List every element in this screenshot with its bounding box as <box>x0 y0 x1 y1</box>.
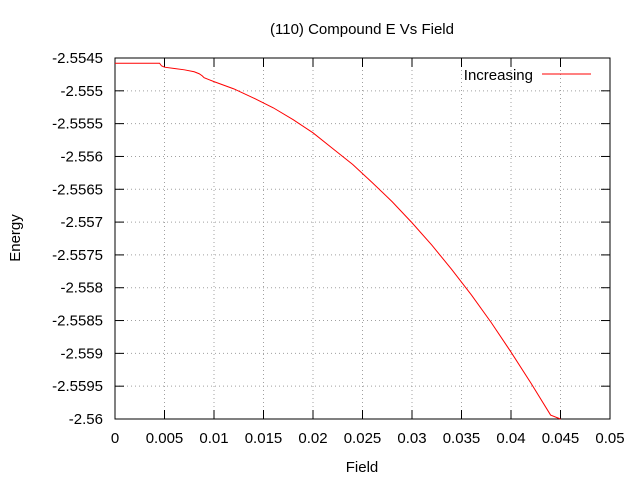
y-tick-label: -2.5585 <box>52 313 103 330</box>
y-axis-title: Energy <box>7 214 24 262</box>
y-axis-ticks: -2.5545 -2.555 -2.5555 -2.556 -2.5565 -2.557 -… <box>52 50 610 428</box>
y-tick-label: -2.5555 <box>52 116 103 133</box>
x-tick-label: 0.05 <box>595 430 624 447</box>
y-tick-label: -2.558 <box>60 280 103 297</box>
y-tick-label: -2.5595 <box>52 378 103 395</box>
series-line-increasing <box>115 62 561 420</box>
y-tick-label: -2.559 <box>60 345 103 362</box>
legend-label-increasing: Increasing <box>464 67 533 84</box>
x-tick-label: 0 <box>111 430 119 447</box>
y-tick-label: -2.5545 <box>52 50 103 67</box>
y-tick-label: -2.557 <box>60 214 103 231</box>
y-tick-label: -2.555 <box>60 83 103 100</box>
x-tick-label: 0.01 <box>199 430 228 447</box>
plot-area-border <box>114 57 611 420</box>
chart-title: (110) Compound E Vs Field <box>270 21 454 38</box>
x-tick-label: 0.045 <box>542 430 580 447</box>
series-layer <box>115 62 561 420</box>
x-tick-label: 0.005 <box>146 430 184 447</box>
y-tick-label: -2.5565 <box>52 181 103 198</box>
grid-lines <box>115 58 610 419</box>
x-tick-label: 0.015 <box>245 430 283 447</box>
x-axis-ticks: 0 0.005 0.01 0.015 0.02 0.025 0.03 0.035 0.04 0.0… <box>111 58 625 447</box>
y-tick-label: -2.5575 <box>52 247 103 264</box>
x-tick-label: 0.03 <box>397 430 426 447</box>
y-tick-label: -2.56 <box>69 411 103 428</box>
x-tick-label: 0.035 <box>443 430 481 447</box>
x-tick-label: 0.04 <box>496 430 525 447</box>
x-axis-title: Field <box>346 459 379 476</box>
y-tick-label: -2.556 <box>60 148 103 165</box>
legend: Increasing <box>464 67 591 84</box>
x-tick-label: 0.025 <box>344 430 382 447</box>
x-tick-label: 0.02 <box>298 430 327 447</box>
